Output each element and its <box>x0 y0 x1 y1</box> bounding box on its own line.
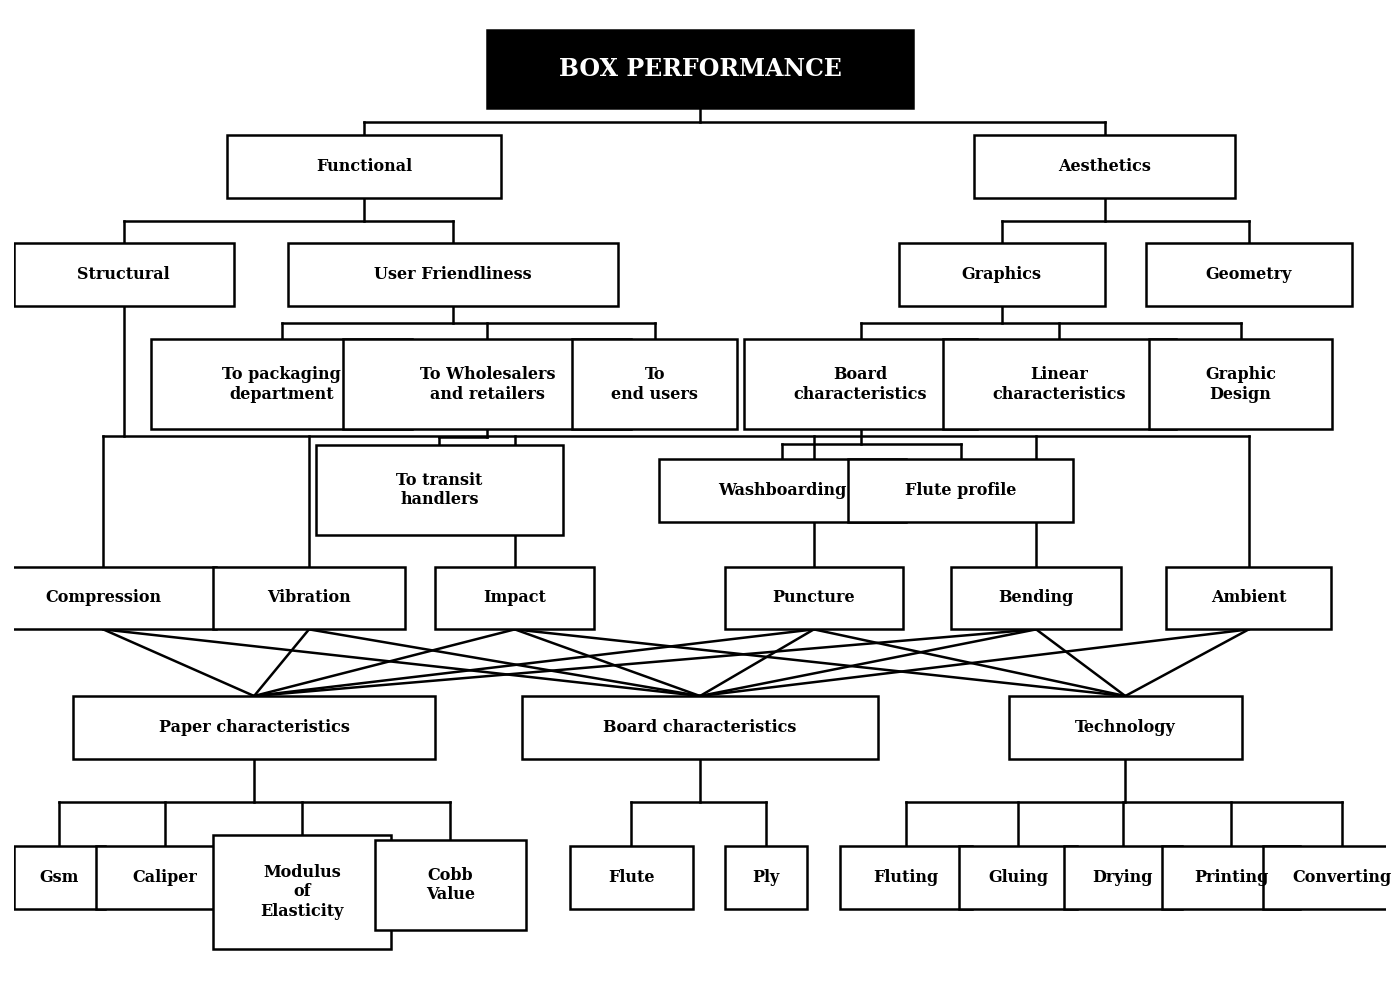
Text: Board characteristics: Board characteristics <box>603 719 797 736</box>
Text: Modulus
of
Elasticity: Modulus of Elasticity <box>260 864 344 920</box>
Text: Graphic
Design: Graphic Design <box>1205 366 1275 403</box>
Text: Flute: Flute <box>608 869 655 886</box>
Text: Impact: Impact <box>483 589 546 606</box>
Text: Aesthetics: Aesthetics <box>1058 158 1151 175</box>
Bar <box>14 243 234 306</box>
Bar <box>1009 696 1242 759</box>
Bar <box>316 445 563 535</box>
Text: Technology: Technology <box>1075 719 1176 736</box>
Bar <box>1263 846 1400 909</box>
Bar <box>213 567 405 629</box>
Bar <box>73 696 435 759</box>
Text: Compression: Compression <box>45 589 161 606</box>
Text: Gsm: Gsm <box>39 869 78 886</box>
Text: Functional: Functional <box>316 158 412 175</box>
Bar <box>487 30 913 108</box>
Bar <box>1162 846 1299 909</box>
Text: Caliper: Caliper <box>133 869 197 886</box>
Bar <box>1166 567 1331 629</box>
Bar <box>848 459 1074 522</box>
Bar <box>840 846 972 909</box>
Bar <box>435 567 595 629</box>
Text: Gluing: Gluing <box>988 869 1049 886</box>
Bar <box>942 339 1176 429</box>
Text: Paper characteristics: Paper characteristics <box>158 719 350 736</box>
Text: Fluting: Fluting <box>874 869 938 886</box>
Text: Printing: Printing <box>1194 869 1268 886</box>
Text: Graphics: Graphics <box>962 266 1042 283</box>
Text: Structural: Structural <box>77 266 169 283</box>
Text: BOX PERFORMANCE: BOX PERFORMANCE <box>559 57 841 81</box>
Text: Board
characteristics: Board characteristics <box>794 366 927 403</box>
Text: To packaging
department: To packaging department <box>223 366 342 403</box>
Bar <box>951 567 1121 629</box>
Bar <box>213 835 392 949</box>
Bar <box>1147 243 1352 306</box>
Text: Vibration: Vibration <box>267 589 351 606</box>
Bar <box>573 339 736 429</box>
Bar <box>0 567 216 629</box>
Bar <box>959 846 1077 909</box>
Text: Geometry: Geometry <box>1205 266 1292 283</box>
Bar <box>725 846 806 909</box>
Text: Bending: Bending <box>998 589 1074 606</box>
Bar <box>743 339 977 429</box>
Text: To
end users: To end users <box>612 366 699 403</box>
Bar <box>899 243 1105 306</box>
Text: Puncture: Puncture <box>773 589 855 606</box>
Text: Cobb
Value: Cobb Value <box>426 867 475 903</box>
Text: Converting: Converting <box>1292 869 1392 886</box>
Text: Ply: Ply <box>752 869 780 886</box>
Bar <box>151 339 412 429</box>
Bar <box>14 846 105 909</box>
Bar <box>725 567 903 629</box>
Text: To transit
handlers: To transit handlers <box>396 472 483 508</box>
Text: Flute profile: Flute profile <box>904 482 1016 499</box>
Bar <box>375 840 526 930</box>
Bar <box>227 135 501 198</box>
Bar <box>343 339 631 429</box>
Bar <box>659 459 906 522</box>
Bar <box>570 846 693 909</box>
Bar <box>1064 846 1182 909</box>
Text: Linear
characteristics: Linear characteristics <box>993 366 1126 403</box>
Bar <box>1148 339 1333 429</box>
Bar <box>97 846 234 909</box>
Bar <box>974 135 1235 198</box>
Bar <box>288 243 617 306</box>
Text: To Wholesalers
and retailers: To Wholesalers and retailers <box>420 366 554 403</box>
Text: Ambient: Ambient <box>1211 589 1287 606</box>
Bar <box>522 696 878 759</box>
Text: Washboarding: Washboarding <box>718 482 847 499</box>
Text: Drying: Drying <box>1092 869 1152 886</box>
Text: User Friendliness: User Friendliness <box>374 266 532 283</box>
